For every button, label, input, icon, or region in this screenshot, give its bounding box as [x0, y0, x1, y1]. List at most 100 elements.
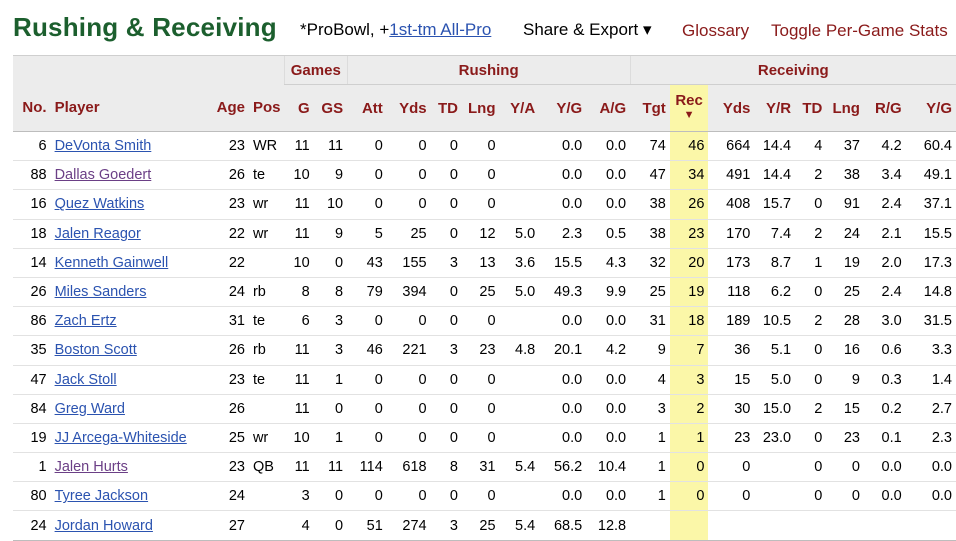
player-link[interactable]: Jack Stoll — [54, 371, 117, 388]
cell-g: 8 — [284, 277, 314, 308]
cell-age: 27 — [204, 510, 249, 541]
cell-rush-lng: 25 — [461, 277, 500, 308]
cell-rec: 0 — [669, 452, 709, 483]
cell-att: 46 — [347, 335, 387, 366]
cell-att: 79 — [347, 277, 387, 308]
cell-rush-yds: 274 — [386, 510, 431, 541]
col-header-rec-sorted[interactable]: Rec ▼ — [669, 84, 709, 132]
cell-rush-yg: 15.5 — [539, 248, 587, 278]
cell-rush-td: 0 — [430, 277, 462, 308]
cell-g: 11 — [284, 219, 314, 249]
cell-ya — [499, 306, 540, 337]
cell-rec-yg: 37.1 — [905, 189, 956, 220]
player-link[interactable]: Dallas Goedert — [54, 167, 152, 184]
cell-rush-yg: 0.0 — [539, 365, 587, 395]
cell-ya: 5.4 — [499, 510, 540, 541]
col-header-rec-yds[interactable]: Yds — [708, 84, 755, 132]
cell-g: 4 — [284, 510, 314, 541]
player-link[interactable]: Kenneth Gainwell — [54, 254, 169, 271]
cell-rec: 20 — [669, 248, 709, 278]
col-header-rush-yg[interactable]: Y/G — [539, 84, 587, 132]
cell-player: Miles Sanders — [50, 277, 205, 308]
cell-rec: 2 — [669, 394, 709, 424]
cell-age: 26 — [204, 160, 249, 191]
cell-rg: 3.4 — [863, 160, 906, 191]
cell-rush-yds: 221 — [386, 335, 431, 366]
cell-pos: rb — [248, 277, 285, 308]
col-header-pos[interactable]: Pos — [248, 84, 285, 132]
col-header-rush-td[interactable]: TD — [430, 84, 462, 132]
cell-rush-lng: 0 — [461, 481, 500, 512]
cell-age: 24 — [204, 277, 249, 308]
cell-ag: 0.5 — [586, 219, 631, 249]
col-header-player[interactable]: Player — [50, 84, 205, 132]
col-header-ag[interactable]: A/G — [586, 84, 631, 132]
col-header-age[interactable]: Age — [204, 84, 249, 132]
cell-ya: 5.0 — [499, 219, 540, 249]
cell-age: 26 — [204, 335, 249, 366]
player-link[interactable]: DeVonta Smith — [54, 138, 152, 155]
share-export-menu[interactable]: Share & Export ▾ — [523, 20, 652, 39]
col-header-tgt[interactable]: Tgt — [630, 84, 670, 132]
cell-rush-td: 0 — [430, 423, 462, 454]
player-link[interactable]: Jordan Howard — [54, 517, 153, 534]
cell-att: 0 — [347, 481, 387, 512]
cell-rec-td: 1 — [795, 248, 827, 278]
cell-no: 84 — [13, 394, 51, 424]
all-pro-link[interactable]: 1st-tm All-Pro — [389, 20, 492, 39]
cell-age: 26 — [204, 394, 249, 424]
table-row: 16 Quez Watkins 23 wr 11 10 0 0 0 0 0.0 0.0 38 26 408 1… — [13, 189, 956, 220]
cell-rec-yds: 15 — [708, 365, 755, 395]
player-link[interactable]: Quez Watkins — [54, 196, 145, 213]
cell-ya: 5.0 — [499, 277, 540, 308]
col-header-rec-td[interactable]: TD — [795, 84, 827, 132]
player-link[interactable]: Jalen Hurts — [54, 459, 128, 476]
cell-rec-yg: 15.5 — [905, 219, 956, 249]
cell-tgt: 1 — [630, 452, 670, 483]
cell-rec-yds: 0 — [708, 481, 755, 512]
cell-rec-yds: 36 — [708, 335, 755, 366]
cell-rush-lng: 23 — [461, 335, 500, 366]
player-link[interactable]: Miles Sanders — [54, 284, 147, 301]
cell-rush-yds: 0 — [386, 365, 431, 395]
col-header-yr[interactable]: Y/R — [754, 84, 796, 132]
player-link[interactable]: Boston Scott — [54, 342, 137, 359]
cell-tgt: 47 — [630, 160, 670, 191]
cell-rush-yds: 0 — [386, 160, 431, 191]
player-link[interactable]: Zach Ertz — [54, 313, 117, 330]
cell-rush-yg: 56.2 — [539, 452, 587, 483]
cell-yr: 15.0 — [754, 394, 796, 424]
cell-gs: 0 — [313, 510, 348, 541]
cell-gs: 3 — [313, 335, 348, 366]
cell-g: 10 — [284, 248, 314, 278]
cell-tgt: 1 — [630, 423, 670, 454]
player-link[interactable]: JJ Arcega-Whiteside — [54, 429, 187, 446]
section-title: Rushing & Receiving — [13, 12, 277, 42]
player-link[interactable]: Tyree Jackson — [54, 488, 149, 505]
glossary-link[interactable]: Glossary — [682, 21, 750, 40]
cell-rush-yds: 0 — [386, 481, 431, 512]
player-link[interactable]: Greg Ward — [54, 400, 125, 417]
player-link[interactable]: Jalen Reagor — [54, 225, 141, 242]
cell-rec-td: 0 — [795, 189, 827, 220]
cell-rush-td: 0 — [430, 131, 462, 162]
col-header-rg[interactable]: R/G — [863, 84, 906, 132]
col-header-ya[interactable]: Y/A — [499, 84, 540, 132]
col-header-att[interactable]: Att — [347, 84, 387, 132]
cell-rush-lng: 0 — [461, 189, 500, 220]
cell-rec-lng: 15 — [826, 394, 864, 424]
cell-ya: 4.8 — [499, 335, 540, 366]
col-header-rec-lng[interactable]: Lng — [826, 84, 864, 132]
col-header-rush-lng[interactable]: Lng — [461, 84, 500, 132]
toggle-per-game-stats-link[interactable]: Toggle Per-Game Stats — [771, 21, 948, 40]
col-header-rush-yds[interactable]: Yds — [386, 84, 431, 132]
col-header-no[interactable]: No. — [13, 84, 51, 132]
cell-rec-lng: 23 — [826, 423, 864, 454]
cell-rec-yg: 2.3 — [905, 423, 956, 454]
col-header-g[interactable]: G — [284, 84, 314, 132]
col-header-gs[interactable]: GS — [313, 84, 348, 132]
cell-player: Quez Watkins — [50, 189, 205, 220]
cell-gs: 9 — [313, 219, 348, 249]
cell-ya: 5.4 — [499, 452, 540, 483]
col-header-rec-yg[interactable]: Y/G — [905, 84, 956, 132]
